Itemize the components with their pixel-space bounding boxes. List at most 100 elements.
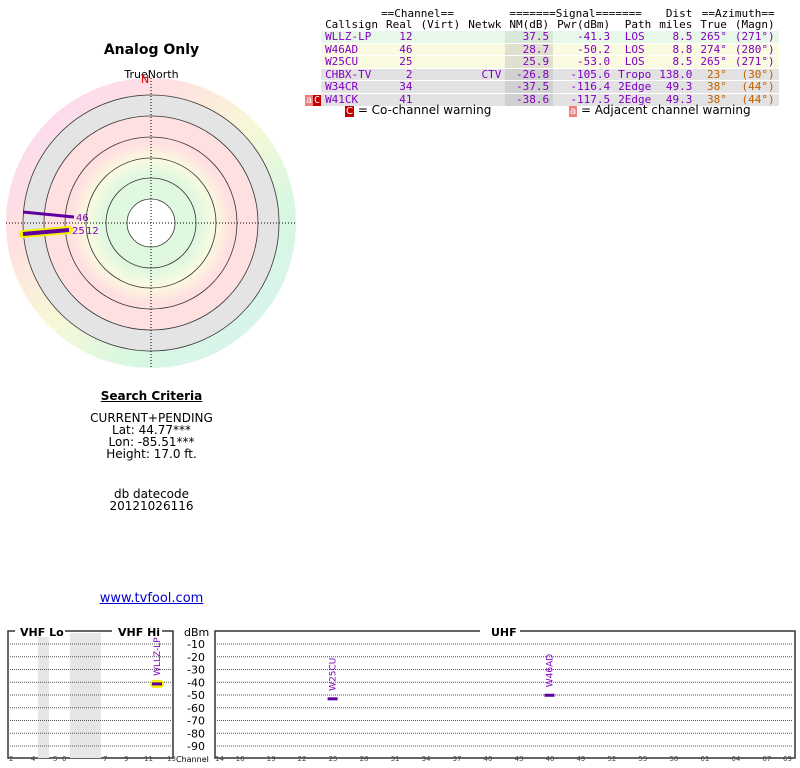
cell-dist: 49.3: [655, 80, 697, 93]
channel-tick: 28: [360, 755, 369, 763]
column-header: (Virt): [420, 18, 461, 31]
table-row[interactable]: a C W41CK 41 -38.6 -117.5 2Edge 49.3 38° (44°): [305, 92, 779, 106]
channel-tick: 31: [391, 755, 400, 763]
cell-netwk: [464, 80, 506, 93]
cell-magn: (271°): [730, 55, 779, 68]
cell-real: 12: [382, 30, 417, 43]
dbm-tick: -30: [187, 664, 205, 677]
station-line-25-12: [22, 228, 70, 236]
dist-group-header: Dist: [665, 7, 693, 20]
column-header: (Magn): [734, 18, 775, 31]
channel-tick: 6: [62, 755, 67, 763]
cell-magn: (280°): [730, 42, 779, 56]
station-line-46: [22, 210, 75, 219]
chart-frame: [112, 625, 162, 637]
cell-dist: 8.5: [655, 55, 697, 68]
channel-tick: 37: [453, 755, 462, 763]
table-row[interactable]: WLLZ-LP 12 37.5 -41.3 LOS 8.5 265° (271°): [305, 30, 779, 43]
cell-callsign: WLLZ-LP: [321, 30, 383, 43]
dbm-tick: -70: [187, 715, 205, 728]
cell-true: 265°: [696, 30, 731, 43]
db-code: 20121026116: [109, 499, 194, 513]
cell-pwr: -50.2: [553, 42, 615, 56]
dbm-tick: -40: [187, 676, 205, 689]
cell-callsign: W46AD: [321, 42, 383, 56]
channel-tick: 64: [731, 755, 740, 763]
cell-path: Tropo: [614, 67, 656, 81]
channel-tick: 19: [267, 755, 276, 763]
column-header: True: [700, 18, 727, 31]
cell-real: 46: [382, 42, 417, 56]
cell-dist: 8.5: [655, 30, 697, 43]
table-row[interactable]: CHBX-TV 2 CTV -26.8 -105.6 Tropo 138.0 23° (30°): [305, 67, 779, 81]
cell-pwr: -117.5: [553, 92, 615, 106]
cell-netwk: [464, 92, 506, 106]
channel-tick: 2: [9, 755, 13, 763]
station-marker: [152, 682, 162, 686]
plot-title: Analog Only: [103, 42, 200, 58]
cell-netwk: CTV: [464, 67, 506, 81]
channel-tick: 46: [545, 755, 554, 763]
cell-nm: 37.5: [505, 30, 554, 43]
cell-callsign: CHBX-TV: [321, 67, 383, 81]
table-row[interactable]: W25CU 25 25.9 -53.0 LOS 8.5 265° (271°): [305, 55, 779, 68]
chart-frame: [70, 633, 101, 758]
tvfool-link[interactable]: www.tvfool.com: [99, 591, 204, 606]
criteria-lat: Lat: 44.77***: [112, 423, 191, 437]
cell-true: 265°: [696, 55, 731, 68]
cell-nm: 25.9: [505, 55, 554, 68]
co-channel-text: = Co-channel warning: [357, 103, 492, 117]
dbm-tick: -20: [187, 651, 205, 664]
channel-group-header: ==Channel==: [381, 7, 454, 20]
cell-virt: [416, 42, 465, 56]
cell-dist: 8.8: [655, 42, 697, 56]
cell-true: 38°: [696, 80, 731, 93]
cell-virt: [416, 67, 465, 81]
channel-tick: 40: [484, 755, 493, 763]
cell-nm: -38.6: [505, 92, 554, 106]
criteria-lon: Lon: -85.51***: [108, 435, 195, 449]
cell-real: 41: [382, 92, 417, 106]
co-channel-warning-icon: C: [313, 94, 322, 106]
channel-tick: 67: [762, 755, 771, 763]
spectrum-chart: VHF Lo VHF Hi UHF dBm Channel -10-20-30-…: [7, 625, 796, 764]
cell-pwr: -105.6: [553, 67, 615, 81]
cell-virt: [416, 55, 465, 68]
table-row[interactable]: W34CR 34 -37.5 -116.4 2Edge 49.3 38° (44°): [305, 80, 779, 93]
cell-magn: (44°): [730, 80, 779, 93]
polar-plot: N 46 25 12: [6, 75, 296, 368]
station-table: ==Channel== =======Signal======= Dist ==Azi…: [305, 8, 779, 106]
cell-true: 274°: [696, 42, 731, 56]
cell-path: 2Edge: [614, 80, 656, 93]
adjacent-warning-icon: a: [305, 94, 314, 106]
chart-frame: [480, 625, 520, 637]
chart-frame: [38, 633, 49, 758]
station-marker: [544, 693, 555, 697]
cell-true: 38°: [696, 92, 731, 106]
channel-tick: 4: [31, 755, 36, 763]
channel-tick: 61: [700, 755, 709, 763]
true-north-label: TrueNorth: [124, 68, 179, 81]
column-header: miles: [659, 18, 693, 31]
cell-dist: 138.0: [655, 67, 697, 81]
channel-tick: 11: [144, 755, 153, 763]
cell-nm: -37.5: [505, 80, 554, 93]
channel-tick: 22: [298, 755, 307, 763]
cell-path: LOS: [614, 55, 656, 68]
station-marker-label: W25CU: [329, 658, 339, 691]
cell-nm: -26.8: [505, 67, 554, 81]
column-header: Callsign: [325, 18, 379, 31]
table-row[interactable]: W46AD 46 28.7 -50.2 LOS 8.8 274° (280°): [305, 42, 779, 56]
station-label-12: 12: [86, 226, 99, 237]
cell-magn: (30°): [730, 67, 779, 81]
channel-tick: 52: [607, 755, 616, 763]
cell-magn: (44°): [730, 92, 779, 106]
cell-pwr: -53.0: [553, 55, 615, 68]
cell-pwr: -41.3: [553, 30, 615, 43]
channel-tick: 58: [669, 755, 678, 763]
station-label-25: 25: [72, 226, 85, 237]
channel-tick: 14: [215, 755, 224, 763]
dbm-tick: -90: [187, 740, 205, 753]
cell-pwr: -116.4: [553, 80, 615, 93]
column-header: Netwk: [468, 18, 502, 31]
